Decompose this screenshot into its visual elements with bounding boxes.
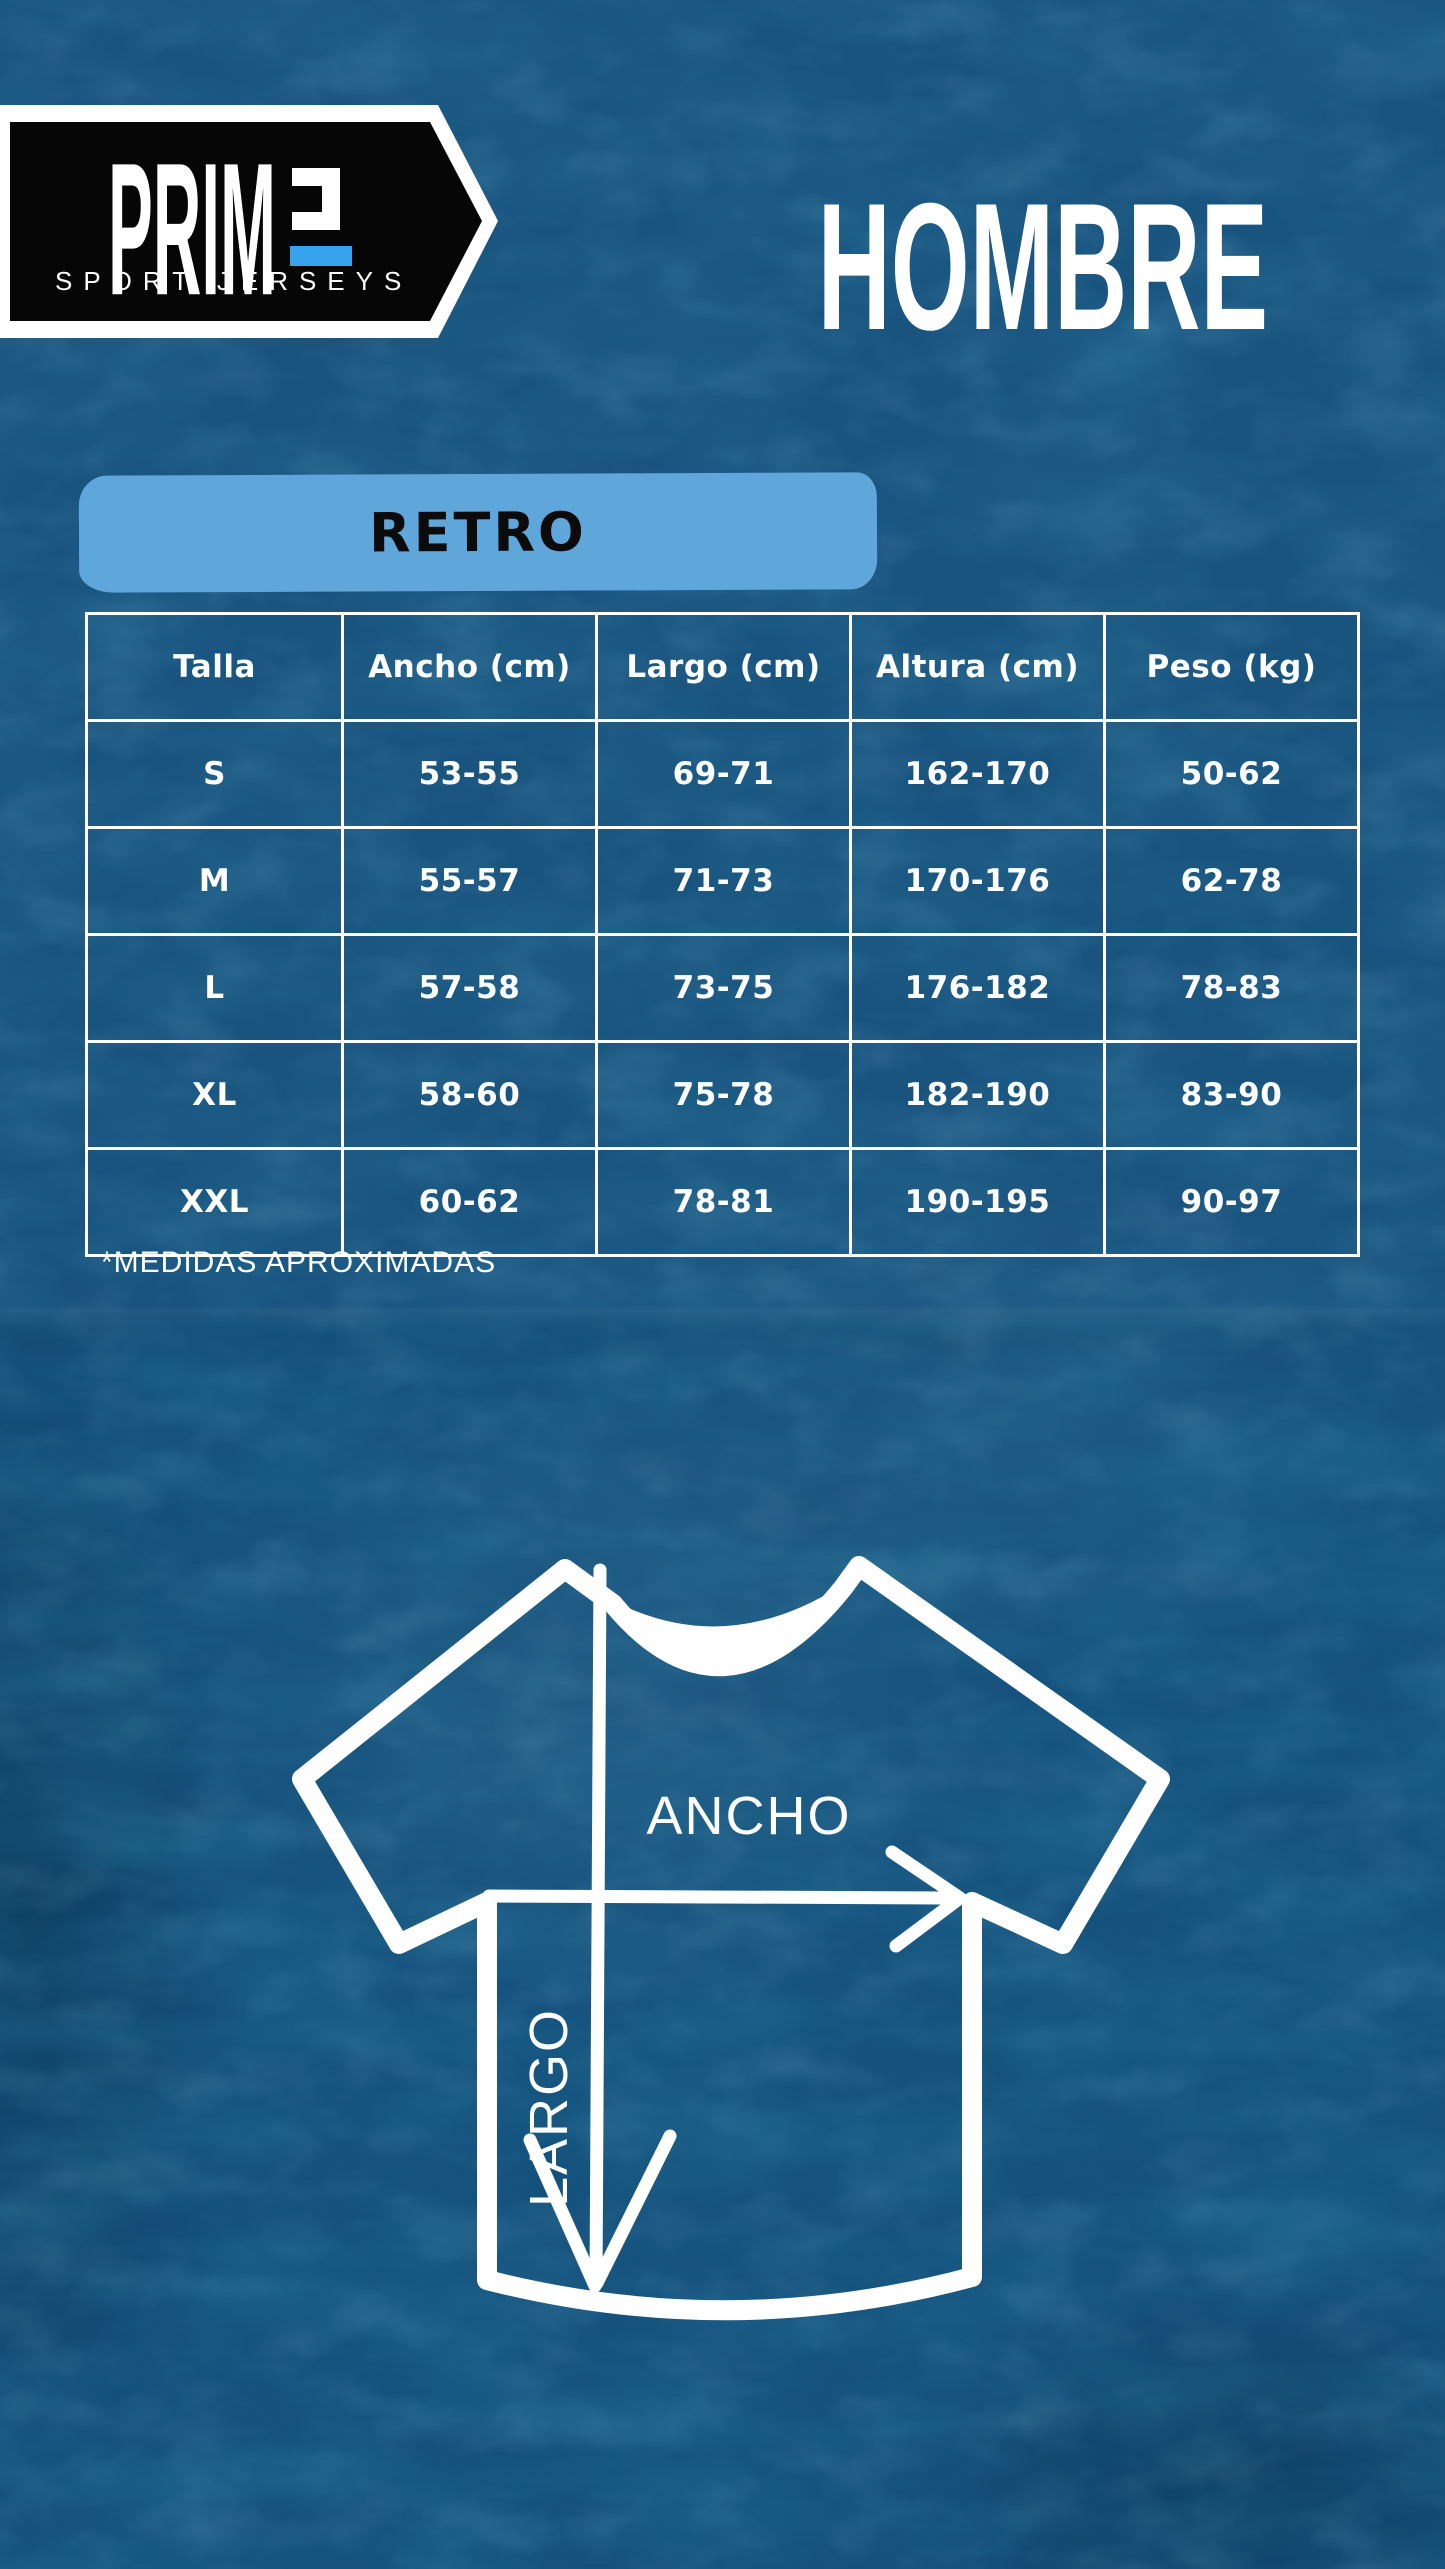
cell-largo: 73-75	[595, 933, 852, 1043]
table-row: XL 58-60 75-78 182-190 83-90	[85, 1040, 1360, 1150]
measurements-note: *MEDIDAS APROXIMADAS	[101, 1246, 497, 1279]
length-label: LARGO	[519, 2008, 579, 2207]
length-arrow-line	[589, 1563, 607, 2291]
cell-size: L	[85, 933, 344, 1043]
brand-letter-e-mid-arm	[292, 212, 340, 230]
col-header-altura: Altura (cm)	[849, 612, 1106, 722]
cell-size: M	[85, 826, 344, 936]
page-title: HOMBRE	[817, 166, 1269, 368]
cell-altura: 170-176	[849, 826, 1106, 936]
category-banner: RETRO	[78, 472, 878, 593]
cell-ancho: 55-57	[341, 826, 598, 936]
cell-size: XL	[85, 1040, 344, 1150]
cell-peso: 78-83	[1103, 933, 1360, 1043]
col-header-largo: Largo (cm)	[595, 612, 852, 722]
cell-largo: 75-78	[595, 1040, 852, 1150]
cell-largo: 69-71	[595, 719, 852, 829]
cell-altura: 176-182	[849, 933, 1106, 1043]
tshirt-diagram: ANCHO LARGO	[292, 1556, 1170, 2321]
category-label: RETRO	[368, 500, 588, 565]
cell-peso: 83-90	[1103, 1040, 1360, 1150]
cell-peso: 50-62	[1103, 719, 1360, 829]
collar	[610, 1585, 846, 1670]
cell-size: XXL	[85, 1147, 344, 1257]
size-table: Talla Ancho (cm) Largo (cm) Altura (cm) …	[85, 612, 1360, 1257]
size-table-header-row: Talla Ancho (cm) Largo (cm) Altura (cm) …	[85, 612, 1360, 722]
cell-altura: 162-170	[849, 719, 1106, 829]
width-label: ANCHO	[646, 1786, 851, 1846]
cell-ancho: 60-62	[341, 1147, 598, 1257]
col-header-ancho: Ancho (cm)	[341, 612, 598, 722]
cell-largo: 71-73	[595, 826, 852, 936]
cell-peso: 62-78	[1103, 826, 1360, 936]
tshirt-outline	[292, 1556, 1170, 2321]
cell-largo: 78-81	[595, 1147, 852, 1257]
brand-tagline: SPORT JERSEYS	[55, 266, 413, 296]
width-arrow-line	[482, 1889, 957, 1905]
cell-altura: 182-190	[849, 1040, 1106, 1150]
cell-ancho: 57-58	[341, 933, 598, 1043]
table-row: M 55-57 71-73 170-176 62-78	[85, 826, 1360, 936]
cell-ancho: 58-60	[341, 1040, 598, 1150]
cell-ancho: 53-55	[341, 719, 598, 829]
col-header-peso: Peso (kg)	[1103, 612, 1360, 722]
brand-letter-e-accent-bar	[290, 246, 352, 266]
table-row: XXL 60-62 78-81 190-195 90-97	[85, 1147, 1360, 1257]
cell-peso: 90-97	[1103, 1147, 1360, 1257]
table-row: S 53-55 69-71 162-170 50-62	[85, 719, 1360, 829]
cell-size: S	[85, 719, 344, 829]
cell-altura: 190-195	[849, 1147, 1106, 1257]
col-header-talla: Talla	[85, 612, 344, 722]
table-row: L 57-58 73-75 176-182 78-83	[85, 933, 1360, 1043]
